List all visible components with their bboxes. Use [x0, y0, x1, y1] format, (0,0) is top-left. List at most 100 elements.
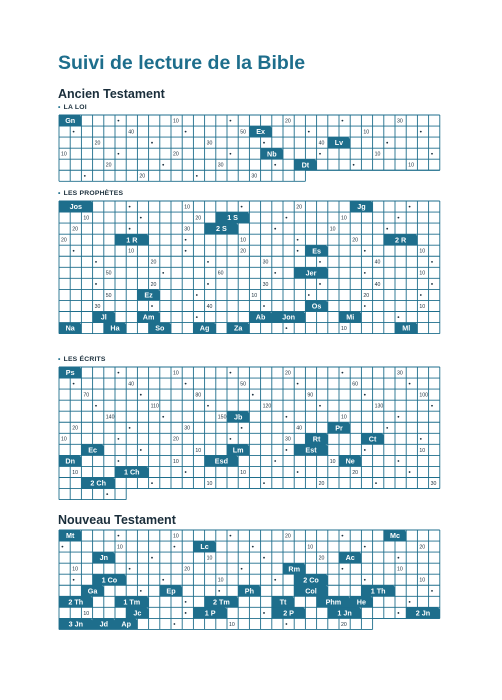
book-pill[interactable] [227, 322, 250, 334]
book-pill[interactable] [339, 311, 362, 323]
book-pill[interactable] [59, 367, 82, 379]
book-pill[interactable] [81, 477, 115, 489]
book-pill[interactable] [193, 607, 227, 619]
chapter-dot [218, 589, 221, 592]
book-pill[interactable] [103, 322, 127, 334]
chapter-dot [151, 305, 153, 307]
book-pill[interactable] [305, 300, 328, 312]
book-pill[interactable] [350, 596, 373, 608]
chapter-dot [162, 163, 165, 166]
book-pill[interactable] [361, 585, 395, 597]
book-pill[interactable] [271, 607, 306, 619]
book-pill[interactable] [59, 530, 82, 542]
book-pill[interactable] [339, 455, 362, 467]
book-pill[interactable] [59, 322, 82, 334]
book-pill[interactable] [92, 311, 115, 323]
book-pill[interactable] [305, 245, 328, 257]
book-pill[interactable] [383, 530, 407, 542]
book-pill[interactable] [159, 585, 183, 597]
chapter-dot [117, 119, 120, 122]
book-pill[interactable] [283, 563, 306, 575]
book-pill[interactable] [126, 607, 149, 619]
book-pill[interactable] [81, 585, 104, 597]
book-pill[interactable] [227, 411, 250, 423]
book-pill[interactable] [271, 596, 295, 608]
book-label: 2 P [283, 608, 294, 617]
chapter-number: 20 [352, 470, 358, 476]
book-pill[interactable] [215, 212, 250, 224]
book-pill[interactable] [406, 607, 440, 619]
chapter-dot [285, 415, 288, 418]
section-title-law: • LA LOI [58, 104, 87, 111]
book-pill[interactable] [92, 574, 127, 586]
book-pill[interactable] [249, 126, 272, 138]
book-pill[interactable] [193, 322, 216, 334]
book-pill[interactable] [115, 234, 149, 246]
book-pill[interactable] [350, 201, 373, 213]
chapter-dot [363, 305, 366, 307]
book-pill[interactable] [383, 234, 418, 246]
book-pill[interactable] [59, 115, 82, 127]
book-pill[interactable] [316, 596, 351, 608]
book-label: Jb [234, 412, 243, 421]
book-pill[interactable] [361, 433, 384, 445]
book-pill[interactable] [227, 444, 250, 456]
book-label: Ez [144, 291, 153, 300]
book-label: 2 Ch [90, 479, 106, 488]
book-label: Jn [100, 553, 108, 562]
book-pill[interactable] [59, 455, 82, 467]
book-pill[interactable] [294, 444, 328, 456]
book-pill[interactable] [339, 552, 362, 564]
book-pill[interactable] [59, 596, 93, 608]
book-pill[interactable] [204, 596, 239, 608]
chapter-dot [229, 534, 232, 537]
book-pill[interactable] [115, 618, 138, 630]
book-pill[interactable] [137, 289, 160, 301]
book-label: Na [66, 324, 76, 333]
book-pill[interactable] [115, 466, 149, 478]
book-pill[interactable] [294, 159, 317, 171]
chapter-number: 10 [419, 448, 425, 454]
book-pill[interactable] [92, 618, 115, 630]
book-label: Gn [65, 116, 75, 125]
chapter-dot [386, 426, 389, 429]
chapter-dot [319, 283, 321, 285]
book-pill[interactable] [92, 552, 115, 564]
section-grid: 10 20 10 20 10 20 30 10 20 10 20 10 20 10 20 30 40 50 60 10… [58, 200, 441, 335]
book-pill[interactable] [327, 422, 351, 434]
book-pill[interactable] [327, 607, 362, 619]
book-pill[interactable] [271, 311, 306, 323]
book-pill[interactable] [260, 148, 283, 160]
book-pill[interactable] [204, 223, 239, 235]
book-pill[interactable] [395, 322, 418, 334]
book-pill[interactable] [238, 585, 261, 597]
chapter-number: 20 [173, 152, 179, 158]
book-pill[interactable] [148, 322, 171, 334]
book-label: 2 Co [303, 575, 319, 584]
book-pill[interactable] [327, 137, 351, 149]
bullet-icon: • [58, 356, 61, 363]
chapter-number: 40 [207, 304, 213, 310]
chapter-number: 20 [285, 370, 291, 376]
book-pill[interactable] [204, 455, 239, 467]
book-pill[interactable] [115, 596, 149, 608]
book-pill[interactable] [305, 433, 328, 445]
chapter-number: 130 [375, 404, 384, 410]
book-pill[interactable] [294, 574, 328, 586]
book-pill[interactable] [294, 267, 328, 279]
book-pill[interactable] [249, 311, 272, 323]
book-pill[interactable] [59, 201, 93, 213]
book-label: Lv [335, 138, 343, 147]
chapter-number: 10 [330, 227, 336, 233]
chapter-number: 110 [151, 404, 159, 410]
book-pill[interactable] [193, 541, 216, 553]
book-label: Rm [288, 564, 300, 573]
chapter-number: 10 [207, 556, 213, 562]
book-pill[interactable] [137, 311, 160, 323]
chapter-number: 20 [341, 622, 347, 628]
book-pill[interactable] [81, 444, 104, 456]
chapter-dot [95, 283, 97, 285]
book-pill[interactable] [294, 585, 328, 597]
book-pill[interactable] [59, 618, 93, 630]
chapter-dot [173, 545, 176, 548]
